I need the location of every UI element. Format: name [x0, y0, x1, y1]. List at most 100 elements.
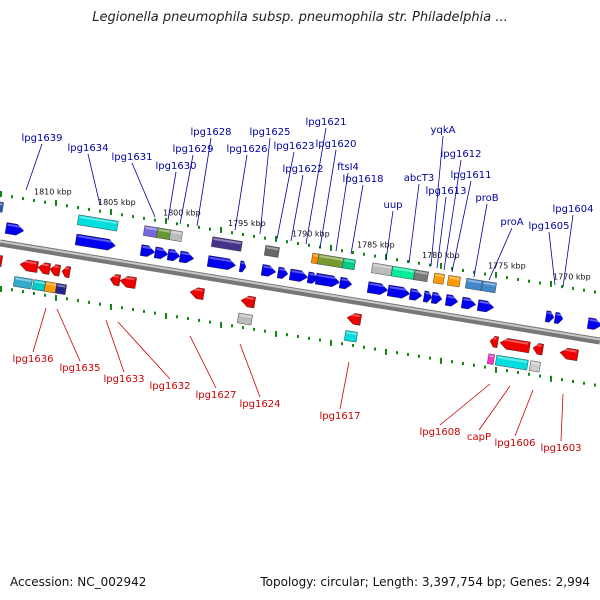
scale-tick — [550, 375, 552, 382]
scale-tick — [484, 365, 486, 369]
reverse-gene-label: lpg1624 — [240, 399, 281, 410]
scale-tick — [583, 381, 585, 385]
reverse-gene-arrow — [109, 274, 121, 287]
forward-strand-genes — [0, 201, 600, 330]
scale-tick — [66, 204, 68, 208]
scale-tick — [352, 250, 354, 254]
forward-label-leader — [234, 154, 248, 231]
forward-label-leader — [451, 180, 472, 273]
scale-tick — [341, 342, 343, 346]
scale-tick — [264, 236, 266, 240]
forward-gene-box — [0, 201, 4, 213]
forward-label-leader — [548, 231, 556, 286]
scale-tick — [77, 206, 79, 210]
scale-tick — [363, 252, 365, 256]
scale-tick — [561, 285, 563, 289]
scale-tick — [22, 290, 24, 294]
scale-tick — [44, 200, 46, 204]
reverse-gene-arrow — [559, 347, 579, 362]
scale-tick — [297, 335, 299, 339]
scale-tick — [429, 263, 431, 267]
scale-tick — [308, 336, 310, 340]
forward-gene-box — [263, 245, 280, 258]
scale-tick — [308, 243, 310, 247]
forward-gene-arrow — [260, 264, 277, 277]
scale-tick — [385, 348, 387, 355]
scale-tick — [583, 288, 585, 292]
scale-tick — [528, 279, 530, 283]
scale-tick — [220, 321, 222, 328]
scale-tick — [275, 330, 277, 337]
reverse-gene-labels: lpg1636lpg1635lpg1633lpg1632lpg1627lpg16… — [13, 307, 581, 454]
scale-tick — [55, 294, 57, 301]
forward-gene-label: lpg1625 — [250, 127, 291, 138]
forward-gene-label: lpg1634 — [68, 143, 109, 154]
forward-gene-label: lpg1639 — [22, 133, 63, 144]
scale-label: 1805 kbp — [98, 198, 136, 207]
scale-tick — [539, 374, 541, 378]
reverse-gene-box — [12, 276, 33, 290]
forward-gene-arrow — [430, 291, 443, 305]
forward-label-leader — [319, 149, 337, 249]
reverse-gene-arrow — [532, 343, 544, 356]
reverse-gene-box — [31, 279, 46, 292]
reverse-label-leader — [189, 335, 217, 389]
forward-gene-label: lpg1631 — [112, 152, 153, 163]
forward-gene-arrow — [460, 296, 477, 310]
forward-gene-arrow — [444, 294, 459, 307]
reverse-label-leader — [560, 393, 564, 442]
scale-tick — [66, 297, 68, 301]
scale-label: 1795 kbp — [228, 219, 266, 228]
scale-tick — [330, 244, 332, 251]
scale-label: 1775 kbp — [488, 262, 526, 271]
forward-label-leader — [385, 210, 394, 261]
reverse-label-leader — [56, 308, 81, 362]
scale-tick — [495, 271, 497, 278]
scale-tick — [11, 288, 13, 292]
scale-tick — [231, 231, 233, 235]
scale-tick — [594, 290, 596, 294]
scale-tick — [0, 191, 2, 197]
forward-gene-box — [316, 253, 345, 269]
forward-label-leader — [436, 196, 447, 269]
scale-tick — [44, 293, 46, 297]
forward-gene-arrow — [366, 281, 389, 295]
scale-tick — [253, 327, 255, 331]
scale-tick — [264, 329, 266, 333]
scale-tick — [176, 315, 178, 319]
forward-gene-arrow — [586, 317, 600, 330]
reverse-gene-label: capP — [467, 432, 491, 443]
reverse-gene-arrow — [489, 336, 500, 348]
forward-gene-arrow — [386, 284, 411, 299]
reverse-label-leader — [478, 385, 511, 431]
scale-label: 1770 kbp — [553, 272, 591, 281]
scale-tick — [396, 258, 398, 262]
scale-tick — [198, 225, 200, 229]
forward-gene-box — [432, 272, 445, 285]
reverse-label-leader — [105, 319, 125, 373]
scale-tick — [209, 227, 211, 231]
scale-tick — [517, 370, 519, 374]
forward-label-leader — [25, 143, 43, 191]
scale-tick — [88, 300, 90, 304]
forward-gene-label: lpg1618 — [343, 174, 384, 185]
reverse-label-leader — [117, 321, 171, 380]
reverse-gene-arrow — [189, 287, 205, 300]
scale-tick — [132, 308, 134, 312]
scale-tick — [253, 234, 255, 238]
scale-tick — [385, 253, 387, 260]
forward-gene-arrow — [314, 272, 341, 287]
scale-tick — [374, 347, 376, 351]
forward-gene-arrow — [422, 290, 433, 303]
scale-tick — [198, 318, 200, 322]
forward-gene-arrow — [153, 246, 169, 260]
forward-gene-arrow — [4, 222, 25, 236]
reverse-label-leader — [32, 307, 47, 353]
scale-tick — [407, 259, 409, 263]
forward-gene-box — [464, 277, 483, 291]
reverse-gene-box — [54, 282, 67, 295]
reverse-label-leader — [239, 343, 261, 398]
forward-label-leader — [430, 135, 444, 267]
forward-gene-arrow — [408, 288, 423, 301]
